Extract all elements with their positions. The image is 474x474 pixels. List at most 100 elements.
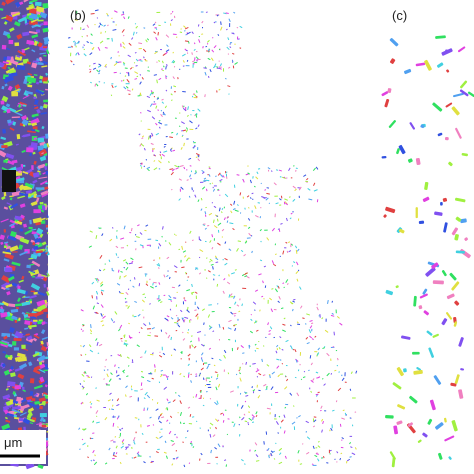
grain — [103, 24, 106, 27]
grain — [239, 416, 241, 419]
grain — [195, 393, 198, 398]
grain — [250, 318, 253, 321]
grain — [256, 368, 259, 370]
grain — [174, 433, 176, 436]
grain — [182, 422, 185, 424]
grain — [213, 45, 217, 49]
grain — [168, 276, 171, 280]
grain — [255, 215, 259, 218]
grain — [42, 171, 47, 175]
grain — [238, 310, 241, 313]
grain — [109, 238, 113, 242]
grain — [168, 294, 172, 299]
grain — [236, 247, 239, 252]
grain — [1, 300, 10, 307]
grain — [191, 444, 193, 447]
grain — [143, 407, 145, 409]
grain — [213, 185, 217, 187]
grain — [228, 18, 231, 22]
grain — [197, 124, 200, 128]
grain — [138, 331, 141, 334]
grain — [1, 144, 8, 149]
grain — [132, 31, 135, 36]
grain — [121, 441, 124, 444]
grain — [45, 72, 49, 76]
grain — [17, 285, 21, 290]
grain — [113, 62, 118, 67]
grain — [195, 156, 198, 158]
grain — [146, 394, 151, 399]
grain — [110, 56, 112, 60]
grain — [90, 33, 93, 36]
grain — [216, 218, 219, 222]
grain — [232, 65, 235, 69]
grain — [169, 308, 172, 311]
grain — [124, 394, 127, 397]
grain — [104, 462, 108, 465]
grain — [189, 414, 192, 417]
grain — [159, 257, 161, 260]
grain — [128, 93, 131, 95]
grain — [200, 452, 203, 456]
grain — [30, 253, 38, 260]
grain — [198, 58, 201, 61]
grain — [44, 303, 48, 308]
grain — [1, 363, 6, 368]
grain — [186, 279, 188, 282]
grain — [33, 245, 39, 251]
grain — [213, 278, 215, 281]
grain — [208, 326, 213, 330]
grain — [169, 23, 172, 26]
grain — [285, 339, 289, 343]
grain — [87, 376, 91, 378]
grain — [175, 314, 178, 317]
grain — [185, 241, 187, 243]
grain — [257, 202, 261, 204]
grain — [19, 203, 26, 209]
grain — [138, 42, 143, 45]
grain — [33, 137, 37, 141]
grain — [282, 176, 286, 179]
grain — [152, 424, 155, 426]
grain — [234, 209, 239, 212]
grain — [182, 134, 184, 137]
grain — [88, 68, 92, 71]
grain — [117, 256, 119, 259]
grain — [45, 217, 48, 221]
grain — [120, 445, 124, 449]
grain — [117, 354, 121, 357]
grain — [177, 412, 179, 414]
grain — [459, 89, 469, 97]
grain — [182, 331, 184, 334]
grain — [88, 344, 92, 348]
grain — [89, 349, 94, 353]
grain — [173, 66, 176, 68]
grain — [437, 132, 443, 137]
grain — [12, 341, 17, 346]
grain — [201, 169, 204, 173]
grain — [177, 394, 181, 398]
grain — [183, 142, 185, 147]
grain — [37, 61, 44, 66]
grain — [86, 24, 90, 28]
grain — [25, 90, 34, 95]
grain — [20, 164, 24, 169]
grain — [29, 219, 32, 225]
grain — [135, 234, 137, 236]
grain — [289, 392, 293, 396]
grain — [309, 319, 313, 322]
grain — [197, 147, 199, 150]
grain — [192, 446, 195, 448]
grain — [193, 96, 198, 99]
grain — [239, 377, 242, 382]
grain — [129, 395, 133, 398]
grain — [259, 259, 263, 262]
grain — [160, 113, 163, 117]
grain — [211, 49, 215, 53]
grain — [309, 387, 311, 390]
grain — [158, 420, 162, 424]
grain — [216, 90, 218, 93]
grain — [27, 324, 37, 328]
grain — [242, 196, 244, 199]
grain — [30, 18, 39, 23]
